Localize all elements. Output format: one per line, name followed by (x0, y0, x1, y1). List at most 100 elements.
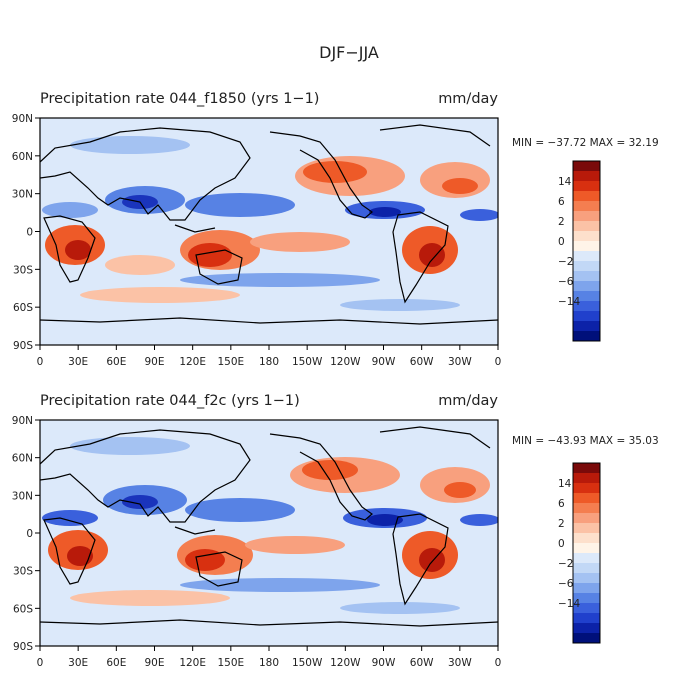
colorbar-swatch (573, 563, 600, 574)
longitude-tick-label: 0 (495, 657, 502, 669)
colorbar-swatch (573, 331, 600, 342)
panel-units: mm/day (438, 91, 498, 107)
colorbar-swatch (573, 463, 600, 474)
longitude-tick-label: 0 (495, 356, 502, 368)
latitude-tick-label: 90S (13, 641, 33, 653)
colorbar-swatch (573, 553, 600, 564)
longitude-tick-label: 0 (37, 356, 44, 368)
colorbar-swatch (573, 623, 600, 634)
colorbar-swatch (573, 241, 600, 252)
colorbar-swatch (573, 543, 600, 554)
colorbar-swatch (573, 583, 600, 594)
longitude-tick-label: 150E (217, 356, 244, 368)
colorbar-swatch (573, 311, 600, 322)
colorbar-swatch (573, 251, 600, 262)
colorbar-label: −14 (558, 598, 580, 610)
longitude-tick-label: 90W (372, 356, 396, 368)
longitude-tick-label: 30E (68, 657, 88, 669)
colorbar-label: 2 (558, 216, 565, 228)
longitude-tick-label: 60W (410, 356, 434, 368)
latitude-axis: 90N 60N 30N 0 30S 60S 90S (12, 415, 40, 653)
coastlines (40, 426, 498, 627)
longitude-tick-label: 60E (106, 657, 126, 669)
colorbar-label: −6 (558, 276, 574, 288)
longitude-tick-label: 120W (330, 657, 361, 669)
longitude-tick-label: 90E (145, 356, 165, 368)
longitude-tick-label: 150E (217, 657, 244, 669)
colorbar-label: 0 (558, 538, 565, 550)
colorbar-swatch (573, 271, 600, 282)
colorbar-label: 6 (558, 196, 565, 208)
colorbar-swatch (573, 573, 600, 584)
colorbar-frame (572, 160, 601, 342)
longitude-tick-label: 180 (259, 657, 279, 669)
colorbar-swatch (573, 281, 600, 292)
latitude-tick-label: 0 (26, 227, 33, 239)
longitude-tick-label: 60E (106, 356, 126, 368)
latitude-tick-label: 60N (12, 151, 33, 163)
colorbar-label: 0 (558, 236, 565, 248)
colorbar-swatch (573, 211, 600, 222)
colorbar-swatch (573, 503, 600, 514)
longitude-tick-label: 120E (179, 356, 206, 368)
panel-units: mm/day (438, 393, 498, 409)
colorbar-swatch (573, 261, 600, 272)
latitude-tick-label: 30S (13, 264, 33, 276)
colorbar-frame (572, 462, 601, 644)
latitude-tick-label: 90N (12, 113, 33, 125)
colorbar-swatch (573, 221, 600, 232)
colorbar-swatch (573, 603, 600, 614)
colorbar-swatch (573, 613, 600, 624)
colorbar-swatch (573, 473, 600, 484)
figure-title: DJF−JJA (319, 43, 379, 62)
colorbar-swatch (573, 171, 600, 182)
colorbar-swatch (573, 161, 600, 172)
colorbar-swatch (573, 181, 600, 192)
latitude-tick-label: 30N (12, 189, 33, 201)
latitude-tick-label: 60S (13, 302, 33, 314)
colorbar-swatch (573, 493, 600, 504)
colorbar-swatch (573, 533, 600, 544)
longitude-tick-label: 60W (410, 657, 434, 669)
colorbar-label: −2 (558, 256, 573, 268)
longitude-tick-label: 30E (68, 356, 88, 368)
map-panel-bottom: Precipitation rate 044_f2c (yrs 1−1) mm/… (12, 393, 659, 669)
latitude-tick-label: 0 (26, 528, 33, 540)
longitude-axis: 0 30E 60E 90E 120E 150E 180 150W 120W 90W 60W 30W 0 (37, 345, 502, 368)
longitude-tick-label: 120E (179, 657, 206, 669)
latitude-tick-label: 30N (12, 490, 33, 502)
precipitation-field (40, 420, 498, 646)
latitude-tick-label: 90S (13, 340, 33, 352)
colorbar-label: 14 (558, 176, 572, 188)
colorbar-swatch (573, 593, 600, 604)
colorbar-swatch (573, 301, 600, 312)
latitude-axis: 90N 60N 30N 0 30S 60S 90S (12, 113, 40, 352)
map-panel-top: Precipitation rate 044_f1850 (yrs 1−1) m… (12, 91, 659, 368)
colorbar-swatch (573, 291, 600, 302)
panel-title: Precipitation rate 044_f1850 (yrs 1−1) (40, 91, 319, 107)
colorbar-swatch (573, 513, 600, 524)
coastlines (40, 124, 498, 325)
colorbar-label: 2 (558, 518, 565, 530)
colorbar-swatch (573, 231, 600, 242)
colorbar-label: 14 (558, 478, 572, 490)
latitude-tick-label: 90N (12, 415, 33, 427)
longitude-tick-label: 90E (145, 657, 165, 669)
longitude-tick-label: 90W (372, 657, 396, 669)
latitude-tick-label: 30S (13, 566, 33, 578)
longitude-axis: 0 30E 60E 90E 120E 150E 180 150W 120W 90W 60W 30W 0 (37, 646, 502, 669)
longitude-tick-label: 120W (330, 356, 361, 368)
colorbar-swatch (573, 321, 600, 332)
longitude-tick-label: 150W (292, 657, 323, 669)
colorbar-label: −14 (558, 296, 580, 308)
longitude-tick-label: 150W (292, 356, 323, 368)
colorbar-top: 14 6 2 0 −2 −6 −14 (558, 160, 601, 342)
longitude-tick-label: 180 (259, 356, 279, 368)
panel-min-max: MIN = −37.72 MAX = 32.19 (512, 137, 659, 149)
colorbar-label: −2 (558, 558, 573, 570)
colorbar-swatch (573, 201, 600, 212)
panel-min-max: MIN = −43.93 MAX = 35.03 (512, 435, 659, 447)
panel-title: Precipitation rate 044_f2c (yrs 1−1) (40, 393, 300, 409)
colorbar-swatch (573, 483, 600, 494)
longitude-tick-label: 30W (448, 356, 472, 368)
